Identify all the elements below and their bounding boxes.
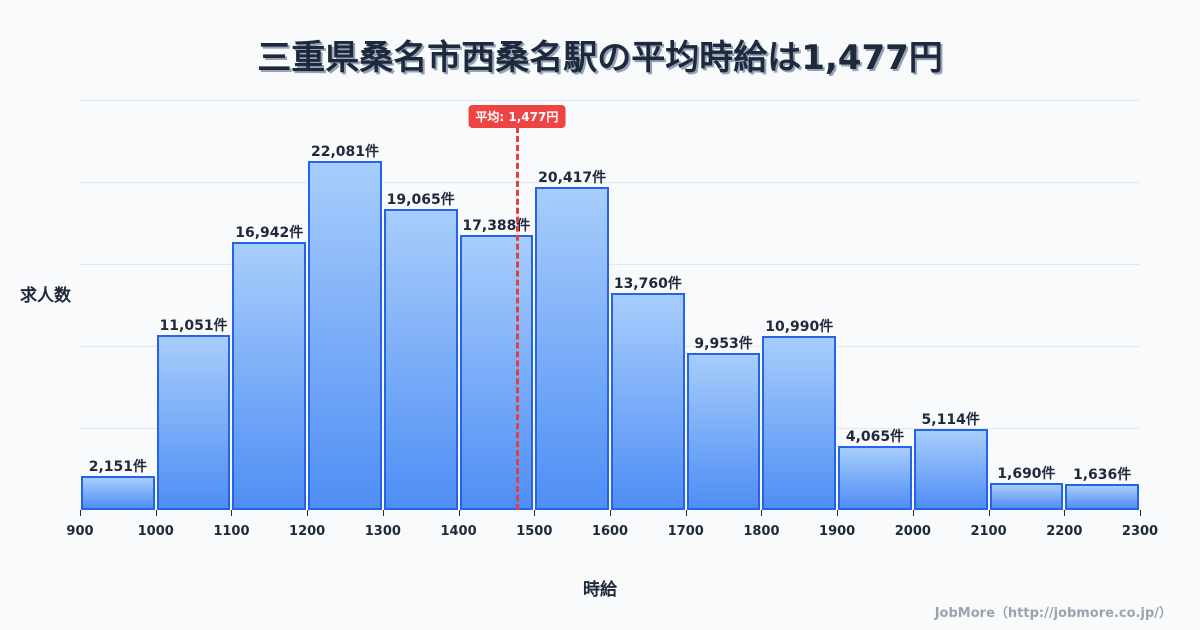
bar-value-label: 10,990件: [765, 319, 834, 336]
histogram-bar: [308, 161, 382, 510]
bar-value-label: 11,051件: [159, 318, 228, 335]
gridline: [80, 346, 1140, 347]
x-tick-mark: [155, 510, 157, 516]
x-tick-mark: [1064, 510, 1066, 516]
histogram-bar: [611, 292, 685, 510]
x-tick-mark: [610, 510, 611, 516]
gridline: [80, 264, 1140, 265]
x-tick-mark: [80, 510, 81, 516]
histogram-bar: [535, 187, 609, 510]
x-tick-mark: [912, 510, 914, 516]
credit-text: JobMore（http://jobmore.co.jp/）: [934, 606, 1172, 621]
average-badge: 平均: 1,477円: [468, 105, 566, 128]
x-tick-label: 1700: [667, 524, 704, 539]
histogram-bar: [81, 476, 155, 510]
histogram-bar: [459, 235, 534, 510]
x-tick-label: 1100: [213, 524, 250, 539]
bar-value-label: 2,151件: [88, 459, 147, 475]
histogram-bar: [913, 429, 988, 510]
histogram-bar: [686, 352, 761, 510]
x-tick-mark: [988, 510, 990, 516]
x-tick-mark: [307, 510, 309, 516]
x-tick-mark: [761, 510, 763, 516]
bar-value-label: 20,417件: [538, 170, 607, 187]
histogram-bar: [838, 445, 912, 510]
x-tick-mark: [837, 510, 839, 516]
x-tick-label: 1800: [743, 524, 780, 539]
x-tick-mark: [534, 510, 536, 516]
bar-value-label: 5,114件: [921, 412, 980, 429]
histogram-bar: [383, 208, 458, 510]
y-axis-label: 求人数: [20, 286, 71, 306]
bar-value-label: 13,760件: [613, 275, 682, 292]
x-tick-label: 1000: [137, 524, 174, 539]
bar-value-label: 22,081件: [310, 143, 379, 160]
x-tick-label: 900: [66, 524, 94, 539]
gridline: [80, 428, 1140, 429]
bar-value-label: 1,636件: [1072, 467, 1132, 484]
histogram-bar: [762, 336, 837, 510]
histogram-bar: [156, 335, 231, 510]
x-tick-mark: [685, 510, 687, 516]
x-tick-label: 1900: [819, 524, 856, 539]
bar-value-label: 4,065件: [845, 428, 905, 445]
bar-value-label: 9,953件: [694, 335, 753, 352]
plot-area: 2,151件 11,051件 16,942件 22,081件 19,065件 17,388…: [80, 100, 1140, 510]
gridline: [80, 182, 1140, 183]
x-tick-label: 2300: [1121, 524, 1159, 539]
bar-value-label: 1,690件: [997, 466, 1056, 483]
x-tick-label: 1200: [289, 524, 326, 539]
x-tick-mark: [458, 510, 460, 516]
average-line: [515, 127, 519, 510]
gridline: [80, 100, 1140, 101]
x-tick-label: 1400: [440, 524, 477, 539]
bar-value-label: 16,942件: [235, 225, 304, 242]
histogram-bar: [1065, 484, 1139, 510]
x-tick-label: 2000: [894, 524, 931, 539]
x-tick-label: 2200: [1046, 524, 1083, 539]
chart-title: 三重県桑名市西桑名駅の平均時給は1,477円: [257, 38, 943, 78]
x-tick-label: 2100: [970, 524, 1007, 539]
bar-value-label: 19,065件: [386, 191, 455, 208]
histogram-bar: [232, 242, 307, 510]
x-tick-label: 1300: [364, 524, 401, 539]
bar-value-label: 17,388件: [462, 218, 531, 235]
x-axis-label: 時給: [583, 580, 617, 600]
x-tick-label: 1600: [591, 524, 629, 539]
histogram-bar: [989, 483, 1064, 510]
x-tick-mark: [231, 510, 233, 516]
x-tick-mark: [382, 510, 384, 516]
x-tick-label: 1500: [516, 524, 553, 539]
x-tick-mark: [1140, 510, 1141, 516]
